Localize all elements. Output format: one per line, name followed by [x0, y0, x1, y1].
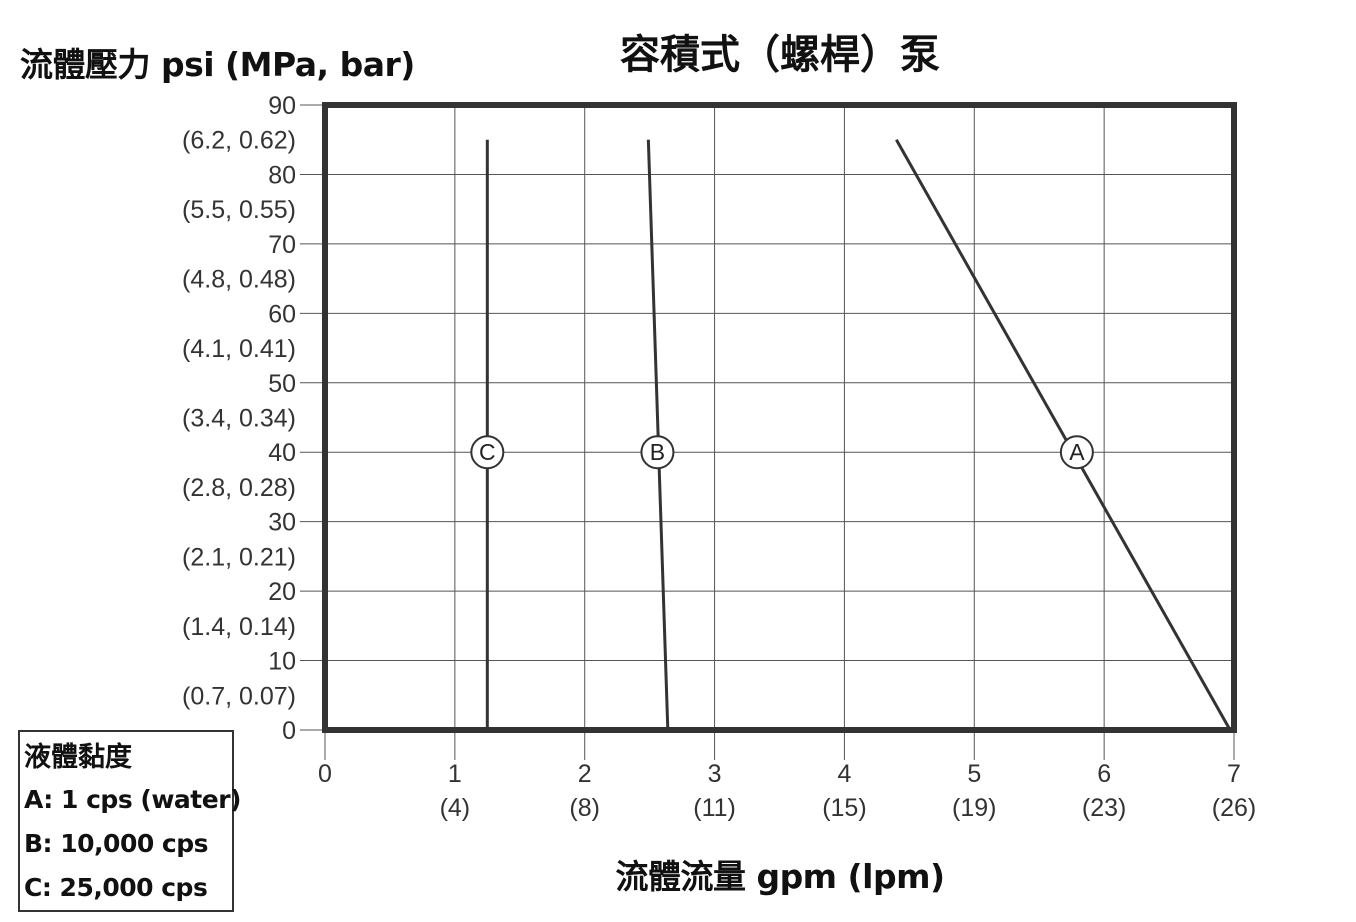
x-tick-label: 4	[837, 760, 851, 788]
x-tick-label: 6	[1097, 760, 1111, 788]
y-sub-tick-label: (3.4, 0.34)	[182, 405, 296, 433]
y-tick-label: 50	[268, 370, 296, 398]
y-sub-tick-label: (6.2, 0.62)	[182, 127, 296, 155]
x-sub-tick-label: (8)	[569, 794, 600, 822]
x-sub-tick-label: (23)	[1082, 794, 1126, 822]
series-line-a	[895, 138, 1232, 731]
x-tick-label: 2	[578, 760, 592, 788]
series-marker-label: C	[479, 439, 496, 465]
series-marker-c	[470, 435, 505, 470]
y-tick-label: 60	[268, 300, 296, 328]
chart-title: 容積式（螺桿）泵	[620, 32, 940, 78]
y-axis-ticks: 90 80 70 60 50 40 30 20 10 0 (6.2, 0.62) (5.5, 0.55…	[182, 92, 296, 745]
y-tick-label: 20	[268, 578, 296, 606]
y-tick-label: 40	[268, 439, 296, 467]
x-sub-tick-label: (26)	[1212, 794, 1256, 822]
y-tick-label: 10	[268, 648, 296, 676]
x-sub-tick-label: (15)	[822, 794, 866, 822]
x-tick-label: 3	[708, 760, 722, 788]
y-sub-tick-label: (4.1, 0.41)	[182, 335, 296, 363]
x-tick-label: 1	[448, 760, 462, 788]
y-sub-tick-label: (1.4, 0.14)	[182, 613, 296, 641]
legend-title: 液體黏度	[24, 742, 132, 773]
x-tick-label: 0	[318, 760, 332, 788]
legend-item-a: A: 1 cps (water)	[24, 785, 241, 814]
y-sub-tick-label: (5.5, 0.55)	[182, 196, 296, 224]
series-line-b	[646, 139, 670, 731]
y-sub-tick-label: (0.7, 0.07)	[182, 682, 296, 710]
y-tick-label: 90	[268, 92, 296, 120]
legend-item-b: B: 10,000 cps	[24, 829, 209, 858]
series-marker-a	[1059, 435, 1094, 470]
y-sub-tick-label: (2.1, 0.21)	[182, 543, 296, 571]
y-axis-title: 流體壓力 psi (MPa, bar)	[20, 45, 415, 84]
y-sub-tick-label: (2.8, 0.28)	[182, 474, 296, 502]
x-tick-label: 7	[1227, 760, 1241, 788]
y-tick-label: 80	[268, 161, 296, 189]
y-sub-tick-label: (4.8, 0.48)	[182, 266, 296, 294]
series-marker-label: A	[1069, 439, 1085, 465]
x-sub-tick-label: (4)	[440, 794, 471, 822]
x-sub-tick-label: (19)	[952, 794, 996, 822]
x-axis-title: 流體流量 gpm (lpm)	[615, 857, 945, 896]
y-tick-label: 70	[268, 231, 296, 259]
series-marker-b	[640, 435, 675, 470]
x-axis-ticks: 0 1 (4) 2 (8) 3 (11) 4 (15) 5 (19) 6 (23) 7 (26)	[318, 760, 1256, 822]
y-tick-label: 0	[282, 717, 296, 745]
grid-lines	[300, 104, 1235, 760]
plot-frame	[322, 102, 1237, 733]
x-tick-label: 5	[967, 760, 981, 788]
y-tick-label: 30	[268, 509, 296, 537]
series-marker-label: B	[650, 439, 665, 465]
x-sub-tick-label: (11)	[693, 794, 736, 822]
data-series: A B C	[470, 138, 1232, 731]
legend-item-c: C: 25,000 cps	[24, 873, 208, 902]
legend: 液體黏度 A: 1 cps (water) B: 10,000 cps C: 2…	[18, 730, 241, 912]
